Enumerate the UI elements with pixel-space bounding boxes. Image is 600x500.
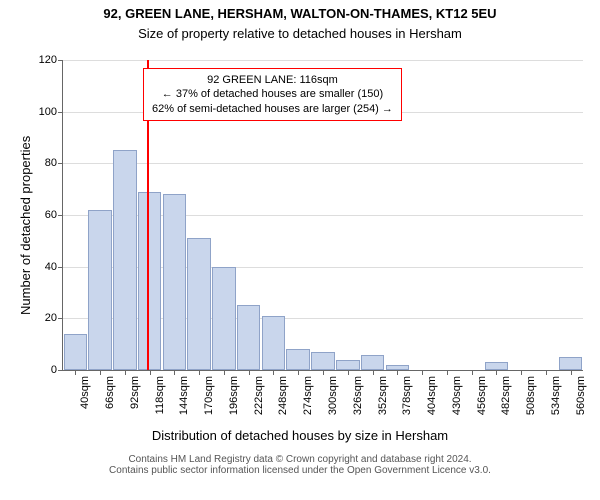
chart-container: { "chart": { "type": "histogram", "title… <box>0 0 600 500</box>
histogram-bar <box>559 357 583 370</box>
ytick-label: 60 <box>45 209 57 221</box>
histogram-bar <box>113 150 137 370</box>
histogram-bar <box>262 316 286 370</box>
ytick-label: 80 <box>45 157 57 169</box>
chart-title: 92, GREEN LANE, HERSHAM, WALTON-ON-THAME… <box>0 6 600 21</box>
histogram-bar <box>64 334 88 370</box>
ytick-mark <box>58 112 63 113</box>
xtick-label: 300sqm <box>327 376 339 415</box>
xtick-label: 196sqm <box>228 376 240 415</box>
xtick-mark <box>397 370 398 375</box>
xtick-mark <box>125 370 126 375</box>
xtick-label: 560sqm <box>575 376 587 415</box>
gridline <box>63 60 583 61</box>
ytick-label: 0 <box>51 364 57 376</box>
ytick-mark <box>58 163 63 164</box>
xtick-mark <box>521 370 522 375</box>
gridline <box>63 163 583 164</box>
histogram-bar <box>286 349 310 370</box>
xtick-label: 118sqm <box>154 376 166 414</box>
ytick-mark <box>58 318 63 319</box>
histogram-bar <box>311 352 335 370</box>
xtick-mark <box>298 370 299 375</box>
ytick-label: 120 <box>39 54 57 66</box>
histogram-bar <box>485 362 509 370</box>
ytick-label: 100 <box>39 106 57 118</box>
infobox-line2: ← 37% of detached houses are smaller (15… <box>152 87 393 101</box>
xtick-mark <box>447 370 448 375</box>
ytick-label: 20 <box>45 312 57 324</box>
infobox-line3: 62% of semi-detached houses are larger (… <box>152 102 393 116</box>
xtick-label: 170sqm <box>203 376 215 415</box>
ytick-label: 40 <box>45 261 57 273</box>
xtick-mark <box>373 370 374 375</box>
xtick-mark <box>224 370 225 375</box>
histogram-bar <box>138 192 162 370</box>
xtick-label: 222sqm <box>253 376 265 415</box>
chart-subtitle: Size of property relative to detached ho… <box>0 26 600 41</box>
xtick-mark <box>273 370 274 375</box>
x-axis-label: Distribution of detached houses by size … <box>0 428 600 443</box>
xtick-label: 378sqm <box>401 376 413 415</box>
xtick-label: 508sqm <box>525 376 537 415</box>
xtick-label: 40sqm <box>79 376 91 409</box>
histogram-bar <box>88 210 112 370</box>
xtick-label: 352sqm <box>377 376 389 415</box>
xtick-mark <box>348 370 349 375</box>
xtick-mark <box>571 370 572 375</box>
xtick-mark <box>75 370 76 375</box>
xtick-mark <box>546 370 547 375</box>
xtick-label: 326sqm <box>352 376 364 415</box>
xtick-label: 274sqm <box>302 376 314 415</box>
xtick-mark <box>422 370 423 375</box>
ytick-mark <box>58 60 63 61</box>
attribution-text: Contains HM Land Registry data © Crown c… <box>0 454 600 476</box>
xtick-label: 404sqm <box>426 376 438 415</box>
xtick-label: 482sqm <box>500 376 512 415</box>
xtick-mark <box>174 370 175 375</box>
histogram-bar <box>361 355 385 371</box>
xtick-label: 66sqm <box>104 376 116 409</box>
infobox-line1: 92 GREEN LANE: 116sqm <box>152 73 393 87</box>
ytick-mark <box>58 267 63 268</box>
xtick-label: 248sqm <box>277 376 289 415</box>
xtick-mark <box>100 370 101 375</box>
xtick-mark <box>496 370 497 375</box>
histogram-bar <box>187 238 211 370</box>
xtick-label: 456sqm <box>476 376 488 415</box>
y-axis-label: Number of detached properties <box>18 136 33 315</box>
histogram-bar <box>336 360 360 370</box>
xtick-label: 92sqm <box>129 376 141 409</box>
histogram-bar <box>163 194 187 370</box>
marker-infobox: 92 GREEN LANE: 116sqm← 37% of detached h… <box>143 68 402 121</box>
xtick-mark <box>150 370 151 375</box>
xtick-label: 144sqm <box>178 376 190 415</box>
xtick-label: 430sqm <box>451 376 463 415</box>
histogram-bar <box>212 267 236 370</box>
ytick-mark <box>58 215 63 216</box>
histogram-bar <box>237 305 261 370</box>
xtick-mark <box>323 370 324 375</box>
ytick-mark <box>58 370 63 371</box>
xtick-mark <box>199 370 200 375</box>
xtick-mark <box>472 370 473 375</box>
xtick-label: 534sqm <box>550 376 562 415</box>
xtick-mark <box>249 370 250 375</box>
plot-area: 02040608010012040sqm66sqm92sqm118sqm144s… <box>62 60 583 371</box>
